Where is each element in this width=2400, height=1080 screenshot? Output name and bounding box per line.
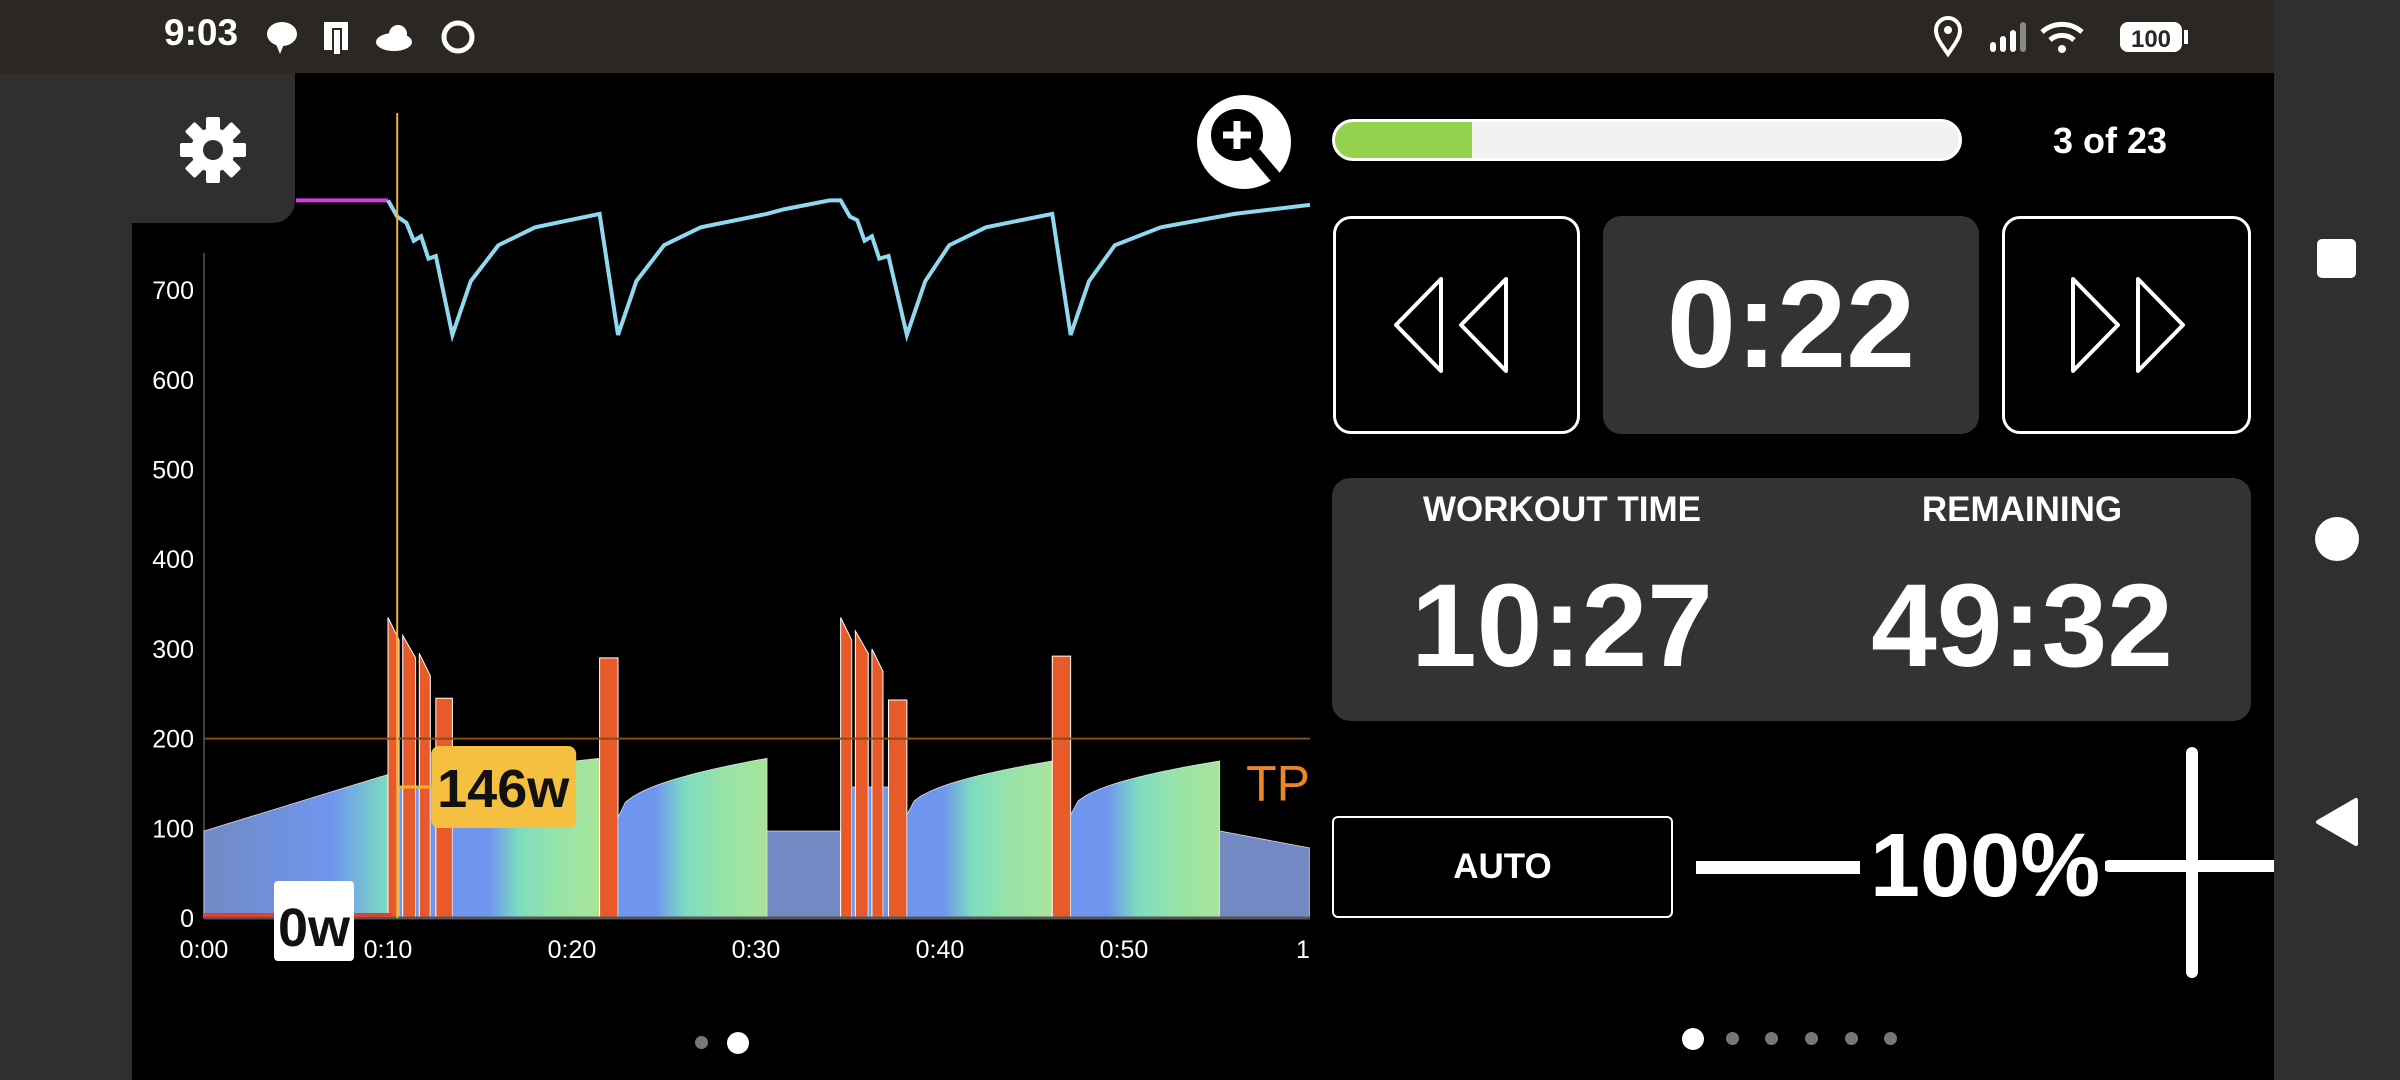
workout-time-label: WORKOUT TIME [1422, 490, 1702, 529]
page-dot[interactable] [695, 1036, 708, 1049]
x-tick-label: 0:40 [916, 936, 965, 964]
next-interval-button[interactable] [2002, 216, 2251, 434]
target-segment-curve [1070, 760, 1221, 919]
step-counter: 3 of 23 [2052, 120, 2168, 161]
gear-icon [180, 117, 246, 183]
workout-progress-bar [1332, 119, 1962, 161]
page-dot[interactable] [1805, 1032, 1818, 1045]
interval-time: 0:22 [1666, 256, 1916, 394]
gear-tooth [206, 167, 220, 183]
wifi-icon [2040, 21, 2084, 53]
cursor-value-text: 146w [437, 759, 570, 819]
cursor-value-tag: 146w [431, 746, 577, 829]
x-tick-label: 0:00 [180, 936, 229, 964]
zoom-in-icon [1197, 95, 1291, 189]
page-dot[interactable] [1765, 1032, 1778, 1045]
left-edge [0, 73, 132, 1080]
intensity-value: 100% [1870, 816, 2101, 916]
home-button[interactable] [2315, 517, 2359, 561]
target-segment-interval [840, 617, 853, 919]
y-tick-label: 500 [152, 457, 194, 485]
zoom-in-button[interactable] [1195, 93, 1293, 191]
gear-tooth [185, 157, 206, 178]
page-dot[interactable] [1726, 1032, 1739, 1045]
x-tick-label: 0:50 [1100, 936, 1149, 964]
gear-tooth [220, 122, 241, 143]
workout-chart[interactable]: 0 100 200 300 400 500 600 700 0:00 0:10 0:20 0:30 0:… [132, 73, 1310, 1080]
recents-button[interactable] [2317, 239, 2356, 278]
x-tick-label: 0:20 [548, 936, 597, 964]
previous-interval-button[interactable] [1333, 216, 1580, 434]
page-dot[interactable] [1845, 1032, 1858, 1045]
target-segment-interval [1051, 655, 1072, 919]
target-segment-interval [871, 648, 884, 919]
target-segment-ramp [1219, 830, 1310, 919]
target-segment-flat [398, 786, 404, 919]
battery-icon [2120, 22, 2188, 52]
auto-mode-button[interactable]: AUTO [1332, 816, 1673, 918]
target-segment-curve [906, 760, 1053, 919]
current-power-tag: 0w [274, 881, 354, 961]
back-button[interactable] [2314, 797, 2360, 847]
battery-level: 100 [2131, 26, 2171, 53]
interval-timer: 0:22 [1603, 216, 1979, 434]
target-segment-flat [882, 786, 889, 919]
plus-icon [2103, 747, 2280, 978]
auto-mode-label: AUTO [1453, 847, 1552, 886]
y-tick-label: 200 [152, 726, 194, 754]
x-tick-label: 0:10 [364, 936, 413, 964]
remaining-label: REMAINING [1921, 490, 2123, 529]
current-power-text: 0w [278, 898, 351, 958]
gear-tooth [220, 157, 241, 178]
increase-intensity-button[interactable] [2103, 745, 2280, 980]
decrease-intensity-button[interactable] [1690, 760, 1870, 1000]
circle-app-icon [441, 20, 475, 54]
gear-tooth [185, 122, 206, 143]
signal-icon [1990, 22, 2026, 52]
settings-button[interactable] [132, 73, 295, 223]
chat-bubble-icon [267, 22, 297, 54]
y-tick-label: 0 [180, 905, 194, 933]
target-segment-flat [851, 786, 856, 919]
page-dot-active[interactable] [727, 1032, 749, 1054]
minus-icon [1696, 861, 1860, 874]
target-segment-interval [887, 699, 908, 919]
target-segment-flat [867, 786, 873, 919]
page-dot[interactable] [1884, 1032, 1897, 1045]
device-icon [324, 22, 348, 54]
y-tick-label: 600 [152, 367, 194, 395]
location-icon [1933, 16, 1963, 58]
target-segment-interval [599, 657, 619, 919]
gear-tooth [230, 143, 246, 157]
x-tick-label: 0:30 [732, 936, 781, 964]
workout-time-value: 10:27 [1411, 560, 1713, 692]
remaining-value: 49:32 [1871, 560, 2173, 692]
target-segment-curve [617, 757, 768, 919]
notification-icons [267, 20, 475, 54]
y-tick-label: 700 [152, 277, 194, 305]
time-panel: WORKOUT TIME 10:27 REMAINING 49:32 [1332, 478, 2251, 721]
x-tick-label: 1:0 [1296, 936, 1310, 964]
target-segment-interval [402, 633, 417, 919]
progress-fill [1335, 122, 1473, 158]
y-tick-label: 400 [152, 546, 194, 574]
threshold-label: TP [1246, 756, 1310, 812]
system-icons: 100 [1933, 16, 2188, 58]
target-segment-flat [766, 830, 842, 919]
cloud-icon [376, 25, 412, 51]
balance-line [386, 198, 1310, 343]
fast-forward-icon [2071, 277, 2185, 373]
navigation-bar [2274, 0, 2400, 1080]
status-bar: 9:03 100 [0, 0, 2274, 73]
rewind-icon [1394, 277, 1508, 373]
gear-tooth [180, 143, 196, 157]
target-segment-flat [415, 786, 420, 919]
y-tick-label: 300 [152, 636, 194, 664]
target-segment-interval [854, 629, 869, 919]
y-tick-label: 100 [152, 815, 194, 843]
clock: 9:03 [164, 12, 239, 53]
gear-tooth [206, 117, 220, 133]
page-dot-active[interactable] [1682, 1028, 1704, 1050]
